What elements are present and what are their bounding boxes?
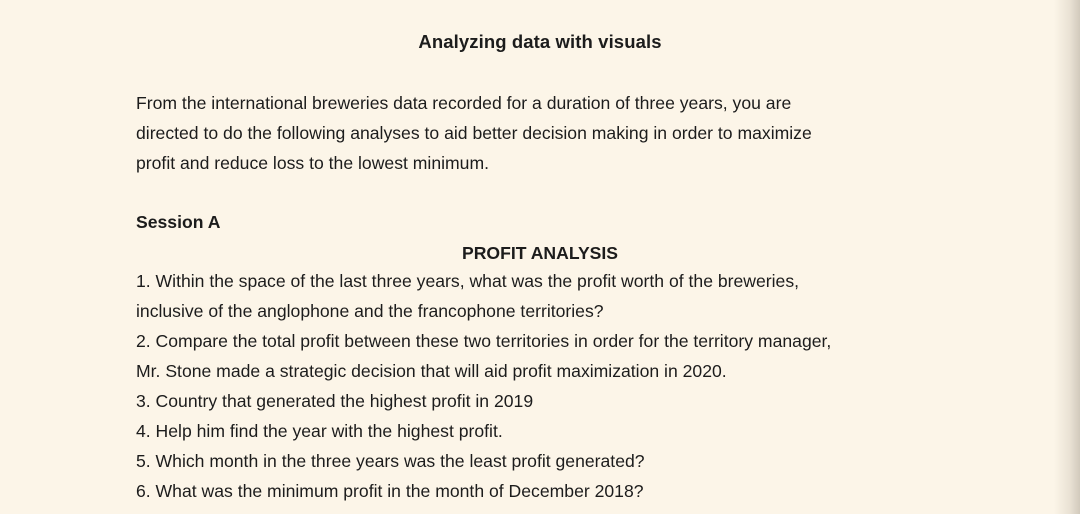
question-line: 1. Within the space of the last three ye…	[136, 271, 800, 291]
question-line: 5. Which month in the three years was th…	[136, 451, 645, 471]
section-heading: PROFIT ANALYSIS	[461, 243, 619, 263]
question-line: 3. Country that generated the highest pr…	[136, 391, 534, 411]
question-line: inclusive of the anglophone and the fran…	[136, 301, 604, 321]
question-list: 1. Within the space of the last three ye…	[136, 266, 956, 506]
document-title: Analyzing data with visuals	[418, 31, 662, 52]
session-label: Session A	[136, 212, 221, 232]
question-line: Mr. Stone made a strategic decision that…	[136, 361, 727, 381]
intro-line: From the international breweries data re…	[136, 93, 792, 113]
intro-paragraph: From the international breweries data re…	[136, 88, 936, 178]
question-line: 4. Help him find the year with the highe…	[136, 421, 503, 441]
page-edge-shadow	[1054, 0, 1080, 514]
intro-line: profit and reduce loss to the lowest min…	[136, 153, 490, 173]
question-line: 6. What was the minimum profit in the mo…	[136, 481, 644, 501]
question-line: 2. Compare the total profit between thes…	[136, 331, 832, 351]
intro-line: directed to do the following analyses to…	[136, 123, 812, 143]
